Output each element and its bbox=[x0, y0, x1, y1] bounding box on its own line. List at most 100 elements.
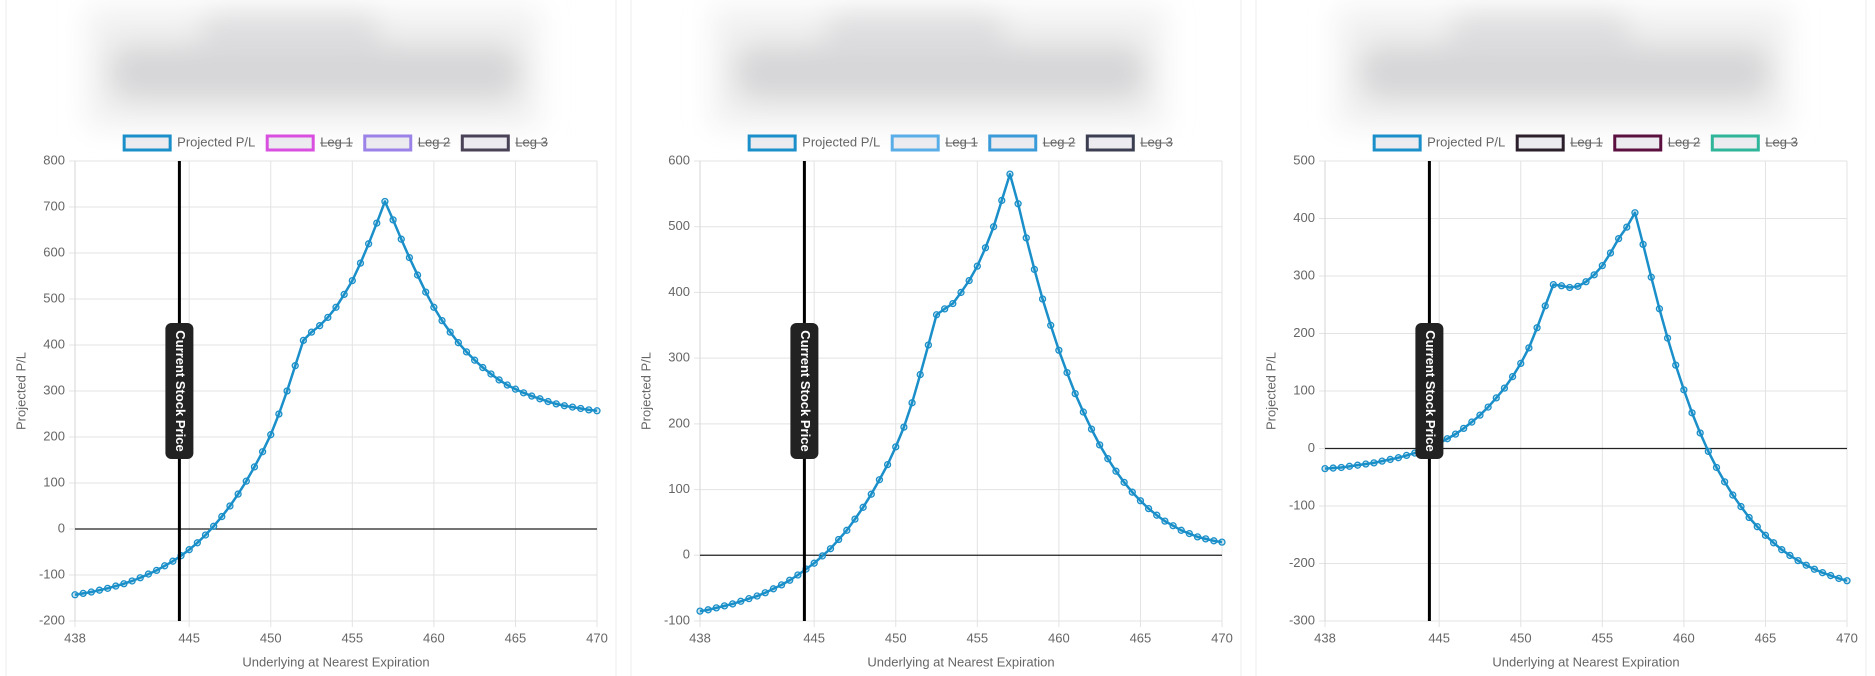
blur-block bbox=[1360, 45, 1770, 100]
blur-block bbox=[200, 12, 380, 52]
pl-point bbox=[1704, 447, 1712, 456]
pl-point bbox=[299, 336, 308, 345]
pl-point bbox=[712, 604, 720, 612]
y-tick-label: 300 bbox=[1293, 267, 1315, 282]
pl-point bbox=[908, 399, 916, 407]
pl-point bbox=[794, 571, 802, 579]
annotation-label: Current Stock Price bbox=[1423, 330, 1438, 451]
pl-point bbox=[1761, 531, 1770, 539]
legend-swatch bbox=[1372, 134, 1422, 152]
pl-point bbox=[210, 522, 218, 530]
blur-block bbox=[825, 12, 1005, 52]
legend-item[interactable]: Leg 1 bbox=[890, 134, 978, 152]
pl-point bbox=[1737, 502, 1745, 511]
annotation-box bbox=[790, 323, 819, 459]
pl-point bbox=[1218, 538, 1226, 546]
legend-label: Projected P/L bbox=[1427, 134, 1505, 149]
pl-point bbox=[1500, 384, 1509, 392]
x-tick-label: 450 bbox=[885, 630, 907, 645]
pl-point bbox=[900, 423, 908, 431]
pl-point bbox=[1022, 234, 1030, 242]
pl-point bbox=[1030, 265, 1039, 274]
pl-point bbox=[1566, 283, 1574, 292]
chart-panel: -300 -200 -100 0 100 200 300 400 500 438 445 450 455… bbox=[1255, 0, 1867, 676]
x-tick-label: 465 bbox=[505, 630, 527, 645]
pl-point bbox=[128, 577, 136, 585]
pl-point bbox=[1153, 511, 1161, 519]
x-axis-title: Underlying at Nearest Expiration bbox=[1492, 654, 1679, 669]
blur-block bbox=[110, 45, 520, 100]
y-tick-label: 400 bbox=[668, 284, 690, 299]
x-tick-label: 460 bbox=[1673, 630, 1695, 645]
pl-point bbox=[973, 262, 981, 270]
legend-item[interactable]: Projected P/L bbox=[122, 134, 255, 152]
x-axis-title: Underlying at Nearest Expiration bbox=[242, 654, 429, 669]
legend-item[interactable]: Leg 3 bbox=[1710, 134, 1798, 152]
blurred-header bbox=[87, 8, 540, 128]
pl-point bbox=[1386, 455, 1394, 464]
pl-point bbox=[364, 240, 373, 248]
legend-item[interactable]: Leg 2 bbox=[363, 134, 451, 152]
pl-point bbox=[989, 223, 998, 231]
pl-point bbox=[1517, 359, 1525, 368]
pl-point bbox=[883, 460, 892, 469]
pl-point bbox=[324, 313, 332, 322]
pl-point bbox=[438, 316, 446, 325]
legend-label: Leg 3 bbox=[1140, 134, 1173, 149]
pl-point bbox=[316, 322, 324, 330]
pl-point bbox=[835, 535, 843, 544]
y-axis-title: Projected P/L bbox=[13, 352, 28, 430]
pl-point bbox=[932, 311, 941, 319]
y-tick-label: 300 bbox=[43, 382, 65, 397]
pl-point bbox=[949, 299, 957, 308]
pl-point bbox=[1337, 463, 1345, 472]
pl-point bbox=[1038, 295, 1047, 303]
y-tick-label: 100 bbox=[668, 481, 690, 496]
legend-label: Projected P/L bbox=[177, 134, 255, 149]
legend-item[interactable]: Projected P/L bbox=[1372, 134, 1505, 152]
legend-item[interactable]: Leg 3 bbox=[460, 134, 548, 152]
pl-point bbox=[519, 389, 528, 397]
pl-point bbox=[1345, 462, 1354, 470]
pl-point bbox=[720, 602, 729, 610]
pl-point bbox=[761, 589, 769, 597]
legend-item[interactable]: Leg 2 bbox=[988, 134, 1076, 152]
pl-point bbox=[737, 597, 745, 605]
pl-point bbox=[405, 253, 414, 262]
blurred-header bbox=[712, 8, 1165, 128]
pl-point bbox=[87, 588, 95, 596]
x-tick-label: 445 bbox=[178, 630, 200, 645]
pl-point bbox=[112, 582, 120, 590]
y-tick-label: -200 bbox=[39, 612, 65, 627]
pl-point bbox=[1329, 464, 1337, 472]
y-axis-title: Projected P/L bbox=[638, 352, 653, 430]
pl-point bbox=[511, 385, 520, 393]
pl-point bbox=[745, 595, 753, 603]
pl-point bbox=[1508, 372, 1517, 381]
pl-point bbox=[1394, 454, 1403, 462]
pl-point bbox=[1533, 324, 1541, 332]
pl-point bbox=[544, 397, 552, 406]
y-tick-label: 500 bbox=[43, 290, 65, 305]
pl-point bbox=[696, 607, 704, 615]
legend-swatch bbox=[1710, 134, 1760, 152]
annotation-box bbox=[165, 323, 194, 459]
legend-label: Leg 2 bbox=[1668, 134, 1701, 149]
legend-item[interactable]: Leg 3 bbox=[1085, 134, 1173, 152]
pl-point bbox=[283, 387, 291, 395]
legend-item[interactable]: Leg 1 bbox=[1515, 134, 1603, 152]
pl-point bbox=[193, 539, 201, 547]
legend-label: Leg 1 bbox=[320, 134, 353, 149]
pl-point bbox=[503, 381, 511, 389]
pl-point bbox=[1177, 526, 1185, 534]
legend-item[interactable]: Projected P/L bbox=[747, 134, 880, 152]
y-tick-label: 300 bbox=[668, 350, 690, 365]
pl-line bbox=[1324, 211, 1848, 582]
legend: Projected P/L Leg 1 Leg 2 Leg 3 bbox=[1372, 134, 1798, 152]
legend-item[interactable]: Leg 2 bbox=[1613, 134, 1701, 152]
x-tick-label: 460 bbox=[1048, 630, 1070, 645]
y-tick-label: 400 bbox=[1293, 210, 1315, 225]
pl-point bbox=[1827, 571, 1835, 580]
legend-item[interactable]: Leg 1 bbox=[265, 134, 353, 152]
blurred-header bbox=[1337, 8, 1790, 128]
